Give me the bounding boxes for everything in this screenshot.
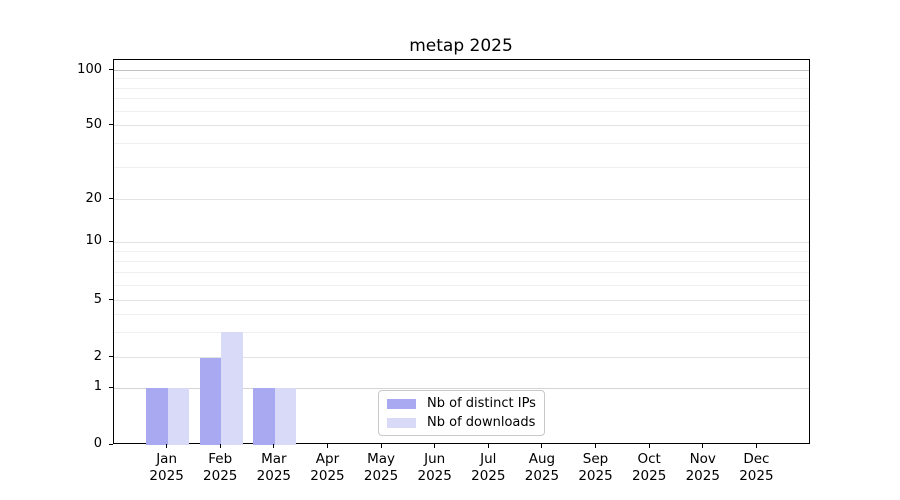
x-axis-tick [166, 444, 168, 448]
bar-distinct-ips-jan [146, 388, 168, 445]
x-axis-year-label: 2025 [256, 468, 292, 484]
x-axis-tick [541, 444, 543, 448]
x-axis-tick [219, 444, 221, 448]
y-axis-tick-label: 50 [85, 116, 102, 132]
gridline-minor [114, 87, 809, 89]
x-axis-tick [595, 444, 597, 448]
y-axis-tick-label: 10 [85, 233, 102, 249]
x-axis-month-label: May [367, 451, 396, 467]
gridline-major [114, 300, 809, 302]
x-axis-tick [326, 444, 328, 448]
gridline-minor [114, 166, 809, 168]
y-axis-tick-label: 1 [93, 379, 102, 395]
gridline-minor [114, 250, 809, 252]
gridline-minor [114, 271, 809, 273]
gridline-minor [114, 260, 809, 262]
legend-label: Nb of distinct IPs [427, 396, 536, 411]
x-axis-month-label: Apr [315, 451, 340, 467]
x-axis-tick-label: Jan 2025 [135, 451, 199, 485]
y-axis-tick [109, 124, 113, 126]
gridline-minor [114, 78, 809, 80]
x-axis-year-label: 2025 [524, 468, 560, 484]
x-axis-tick-label: May 2025 [349, 451, 413, 485]
y-axis-tick [109, 356, 113, 358]
x-axis-year-label: 2025 [631, 468, 667, 484]
y-axis-tick [109, 240, 113, 242]
gridline-major [114, 387, 809, 389]
x-axis-month-label: Dec [743, 451, 770, 467]
x-axis-tick-label: Apr 2025 [295, 451, 359, 485]
x-axis-tick-label: Dec 2025 [724, 451, 788, 485]
y-axis-tick [109, 386, 113, 388]
chart-title: metap 2025 [409, 36, 513, 56]
gridline-minor [114, 284, 809, 286]
gridline-minor [114, 314, 809, 316]
x-axis-tick [755, 444, 757, 448]
plot-area [113, 59, 810, 445]
x-axis-year-label: 2025 [203, 468, 238, 484]
bar-distinct-ips-feb [199, 357, 222, 445]
bar-downloads-feb [221, 332, 243, 445]
legend-entry: Nb of downloads [387, 415, 544, 430]
y-axis-tick-label: 5 [93, 291, 102, 307]
x-axis-month-label: Nov [689, 451, 716, 467]
x-axis-tick [434, 444, 436, 448]
x-axis-year-label: 2025 [685, 468, 720, 484]
x-axis-month-label: Jul [480, 451, 497, 467]
x-axis-tick-label: Jun 2025 [403, 451, 467, 485]
bar-downloads-jan [167, 388, 190, 445]
x-axis-month-label: Aug [528, 451, 556, 467]
gridline-minor [114, 98, 809, 100]
y-axis-tick-label: 0 [93, 436, 102, 451]
x-axis-year-label: 2025 [417, 468, 452, 484]
x-axis-year-label: 2025 [739, 468, 774, 484]
x-axis-month-label: Mar [261, 451, 287, 467]
y-axis-tick [109, 198, 113, 200]
gridline-major [114, 199, 809, 201]
gridline-major [114, 241, 809, 243]
x-axis-tick-label: Aug 2025 [510, 451, 574, 485]
y-axis-tick [109, 299, 113, 301]
x-axis-tick-label: Feb 2025 [188, 451, 252, 485]
gridline-major [114, 125, 809, 127]
x-axis-tick [487, 444, 489, 448]
x-axis-month-label: Jan [156, 451, 178, 467]
legend: Nb of distinct IPs Nb of downloads [378, 390, 545, 436]
x-axis-tick-label: Nov 2025 [671, 451, 735, 485]
x-axis-tick [273, 444, 275, 448]
gridline-minor [114, 331, 809, 333]
x-axis-tick [648, 444, 650, 448]
x-axis-tick-label: Mar 2025 [242, 451, 306, 485]
x-axis-year-label: 2025 [149, 468, 184, 484]
x-axis-month-label: Sep [582, 451, 609, 467]
x-axis-tick [702, 444, 704, 448]
y-axis-tick [109, 69, 113, 70]
legend-swatch [387, 398, 416, 409]
x-axis-year-label: 2025 [310, 468, 345, 484]
gridline-minor [114, 110, 809, 112]
x-axis-year-label: 2025 [578, 468, 613, 484]
y-axis-tick-label: 100 [77, 61, 102, 77]
x-axis-year-label: 2025 [471, 468, 506, 484]
y-axis-tick [109, 443, 113, 445]
bar-distinct-ips-mar [253, 388, 275, 445]
legend-label: Nb of downloads [427, 415, 536, 430]
x-axis-tick-label: Jul 2025 [456, 451, 520, 485]
legend-entry: Nb of distinct IPs [387, 396, 544, 411]
y-axis-tick-label: 2 [93, 348, 102, 364]
x-axis-month-label: Jun [424, 451, 446, 467]
gridline-minor [114, 143, 809, 145]
x-axis-month-label: Feb [208, 451, 233, 467]
x-axis-tick-label: Oct 2025 [617, 451, 681, 485]
y-axis-tick-label: 20 [85, 190, 102, 206]
gridline-major [114, 70, 809, 71]
x-axis-year-label: 2025 [363, 468, 399, 484]
bar-downloads-mar [274, 388, 297, 445]
x-axis-tick-label: Sep 2025 [564, 451, 628, 485]
legend-swatch [387, 417, 416, 428]
x-axis-month-label: Oct [637, 451, 661, 467]
x-axis-tick [380, 444, 382, 448]
gridline-major [114, 357, 809, 359]
